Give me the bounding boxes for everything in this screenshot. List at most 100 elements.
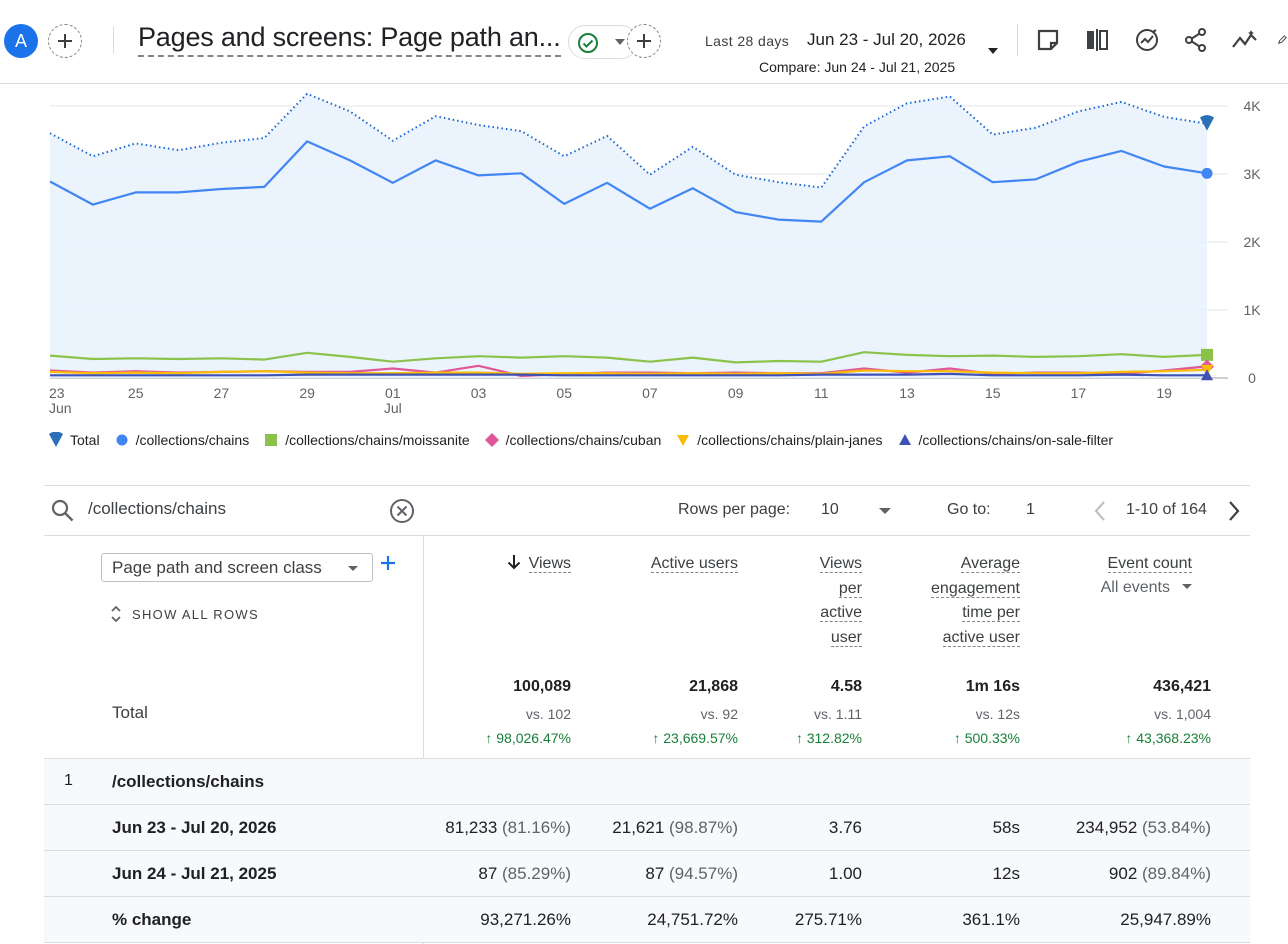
table-search-input[interactable]: [88, 499, 378, 519]
go-to-page-input[interactable]: 1: [1026, 501, 1035, 518]
report-title[interactable]: Pages and screens: Page path an...: [138, 22, 561, 57]
show-all-rows-label: SHOW ALL ROWS: [132, 606, 259, 622]
page-range-label: 1-10 of 164: [1126, 501, 1207, 518]
series-line[interactable]: [49, 140, 1208, 223]
date-dropdown-icon[interactable]: [988, 48, 998, 54]
total-aet-change-value: 500.33%: [964, 730, 1020, 746]
column-header-active-users[interactable]: Active users: [650, 552, 738, 577]
legend-item[interactable]: Total: [48, 432, 100, 448]
search-icon: [51, 499, 74, 522]
legend-item[interactable]: /collections/chains/on-sale-filter: [897, 432, 1113, 448]
vpu-header-line-1: Views: [819, 555, 862, 573]
cell-views: 81,233 (81.16%): [445, 818, 571, 838]
column-header-event-count[interactable]: Event count: [1107, 552, 1192, 577]
rows-per-page-label: Rows per page:: [678, 501, 791, 518]
legend-label: /collections/chains: [135, 432, 250, 448]
x-tick-label: 07: [642, 385, 658, 401]
cell-event-count: 234,952 (53.84%): [1076, 818, 1211, 838]
table-row: Jun 23 - Jul 20, 2026 81,233 (81.16%) 21…: [44, 805, 1250, 851]
x-tick-label: 23: [49, 385, 65, 401]
circle-marker-icon: [114, 432, 130, 448]
legend-marker[interactable]: [484, 433, 499, 447]
table-row-group[interactable]: 1 /collections/chains: [44, 759, 1250, 805]
total-views-per-user-change: ↑ 312.82%: [795, 730, 862, 746]
aet-header-line-4: active user: [942, 628, 1020, 647]
legend-item[interactable]: /collections/chains/cuban: [484, 432, 661, 448]
y-tick-label: 1K: [1243, 302, 1261, 318]
add-filter-button[interactable]: [627, 24, 661, 58]
total-events-change-value: 43,368.23%: [1136, 730, 1211, 746]
chart-legend: Total/collections/chains/collections/cha…: [48, 432, 1127, 448]
x-tick-label: 25: [128, 385, 144, 401]
vpu-header-line-4: user: [830, 628, 862, 647]
aet-header-line-2: engagement: [931, 579, 1020, 598]
cell-users-value: 21,621: [612, 818, 665, 837]
total-active-users-change: ↑ 23,669.57%: [652, 730, 738, 746]
legend-marker[interactable]: [49, 432, 63, 447]
series-line[interactable]: [50, 372, 1207, 377]
add-dimension-button[interactable]: [379, 550, 397, 576]
rows-per-page-select[interactable]: 10: [821, 501, 839, 518]
vpu-header-line-2: per: [838, 579, 862, 598]
dropdown-caret-icon: [615, 39, 625, 45]
cell-active-users: 24,751.72%: [647, 910, 738, 929]
explore-button[interactable]: [1229, 24, 1261, 56]
compare-range[interactable]: Compare: Jun 24 - Jul 21, 2025: [759, 59, 956, 75]
insights-button[interactable]: [1131, 24, 1163, 56]
row-index: 1: [64, 772, 73, 789]
legend-marker[interactable]: [677, 435, 690, 446]
row-page-path[interactable]: /collections/chains: [112, 772, 265, 791]
edit-icon: [1278, 35, 1287, 44]
column-header-avg-engagement[interactable]: Average engagement time per active user: [931, 552, 1020, 650]
plus-icon: [58, 34, 72, 48]
series-end-marker[interactable]: [1200, 115, 1214, 131]
views-header-label: Views: [528, 555, 571, 573]
chevron-right-icon[interactable]: [1226, 499, 1242, 523]
legend-item[interactable]: /collections/chains/moissanite: [263, 432, 470, 448]
series-end-marker[interactable]: [1201, 348, 1213, 361]
rows-per-page-caret-icon[interactable]: [879, 508, 891, 514]
annotation-button[interactable]: [1032, 24, 1064, 56]
x-tick-label: 29: [299, 385, 315, 401]
user-avatar[interactable]: A: [4, 24, 38, 58]
series-end-marker[interactable]: [1201, 369, 1213, 381]
total-users-change-value: 23,669.57%: [663, 730, 738, 746]
plus-icon: [381, 556, 395, 570]
legend-marker[interactable]: [898, 434, 911, 445]
active-users-header-label: Active users: [650, 555, 738, 573]
add-comparison-button[interactable]: [48, 24, 82, 58]
series-line[interactable]: [49, 351, 1208, 364]
clear-search-icon[interactable]: [388, 497, 416, 525]
x-tick-label: 27: [214, 385, 230, 401]
x-tick-label: 11: [814, 385, 829, 401]
table-row: % change 93,271.26% 24,751.72% 275.71% 3…: [44, 897, 1250, 943]
legend-item[interactable]: /collections/chains/plain-janes: [675, 432, 883, 448]
show-all-rows-button[interactable]: SHOW ALL ROWS: [110, 604, 259, 624]
series-line[interactable]: [49, 368, 1208, 375]
dimension-select[interactable]: Page path and screen class: [101, 553, 373, 582]
x-tick-label: 17: [1071, 385, 1087, 401]
x-tick-label: 03: [471, 385, 487, 401]
total-vpu-change-value: 312.82%: [806, 730, 862, 746]
triangle-up-marker-icon: [897, 432, 913, 448]
total-views-change-value: 98,026.47%: [496, 730, 571, 746]
vpu-header-line-3: active: [820, 604, 862, 622]
share-button[interactable]: [1180, 24, 1212, 56]
date-range-picker[interactable]: Jun 23 - Jul 20, 2026: [807, 30, 966, 49]
legend-marker[interactable]: [265, 434, 278, 446]
column-header-views[interactable]: Views: [507, 552, 571, 577]
total-active-users-compare: vs. 92: [700, 706, 738, 722]
date-preset-label: Last 28 days: [705, 33, 790, 49]
legend-item[interactable]: /collections/chains: [114, 432, 250, 448]
more-tools-button[interactable]: [1276, 24, 1288, 56]
legend-marker[interactable]: [116, 434, 128, 446]
chevron-left-icon[interactable]: [1092, 499, 1108, 523]
total-event-count: 436,421: [1153, 678, 1211, 695]
series-end-marker[interactable]: [1201, 167, 1213, 179]
event-filter-select[interactable]: All events: [1101, 579, 1192, 597]
column-header-views-per-user[interactable]: Views per active user: [819, 552, 862, 650]
compare-button[interactable]: [1081, 24, 1113, 56]
cell-event-count: 902 (89.84%): [1109, 864, 1211, 884]
cell-views-per-user: 275.71%: [794, 910, 862, 929]
